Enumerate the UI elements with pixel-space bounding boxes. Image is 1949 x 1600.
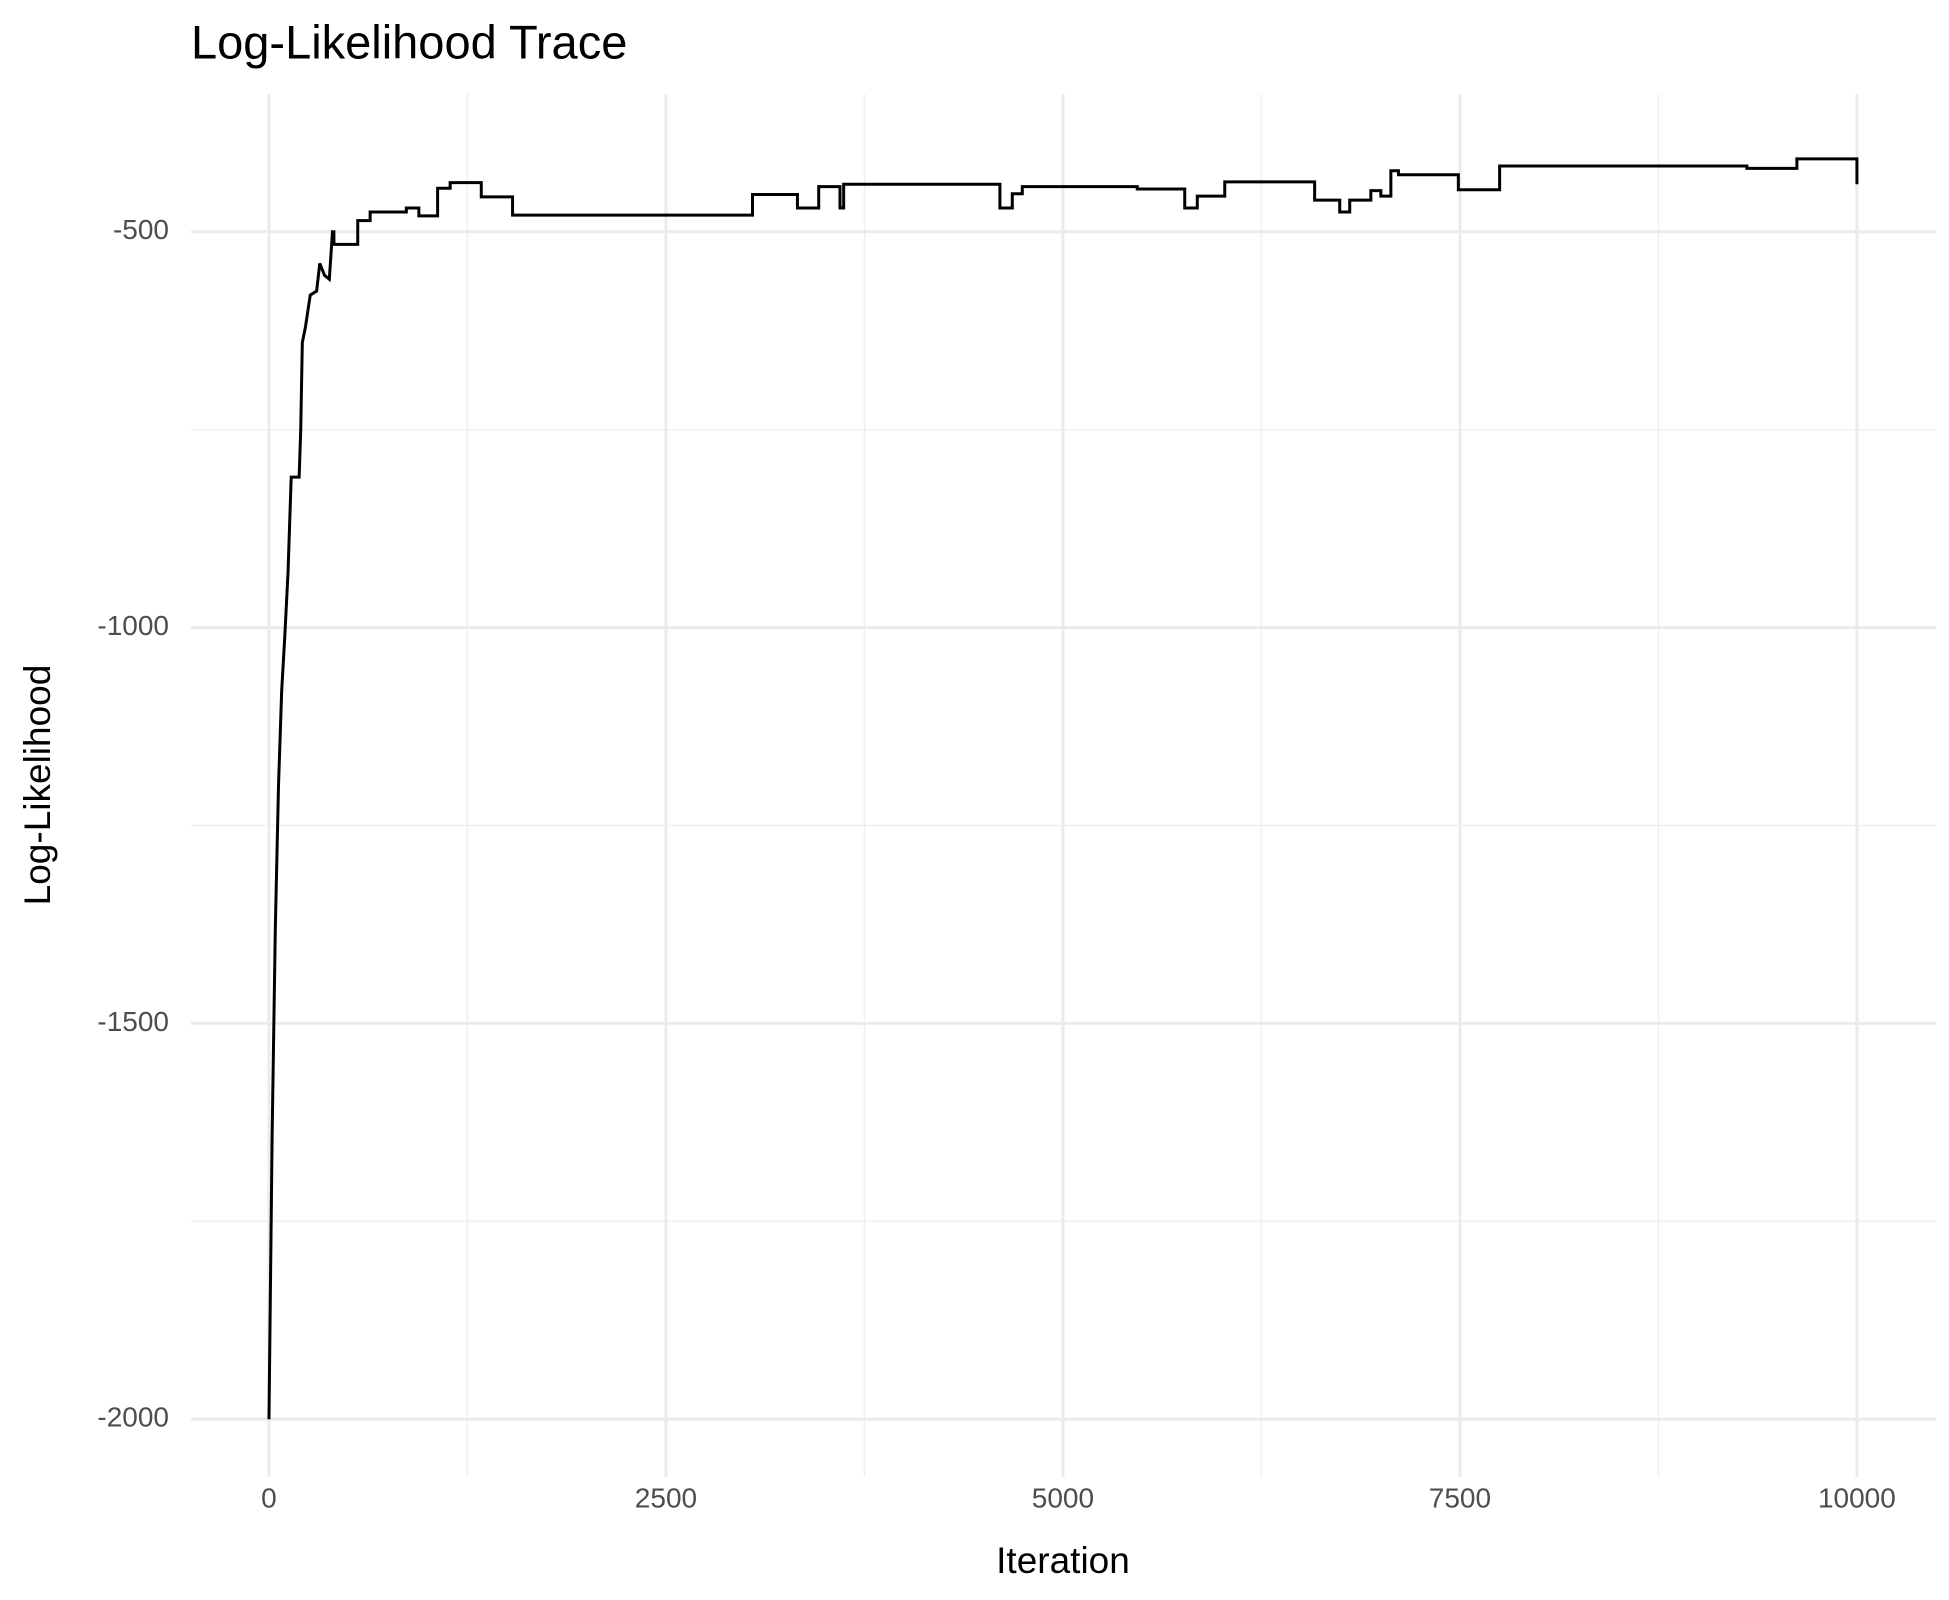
x-tick-label: 2500 (635, 1482, 697, 1513)
chart-title: Log-Likelihood Trace (191, 15, 627, 68)
x-tick-label: 5000 (1032, 1482, 1094, 1513)
grid (191, 94, 1936, 1477)
y-axis-title: Log-Likelihood (17, 665, 58, 906)
y-tick-label: -2000 (97, 1402, 169, 1433)
x-tick-label: 10000 (1818, 1482, 1896, 1513)
y-tick-label: -1500 (97, 1006, 169, 1037)
plot-area (267, 157, 1859, 1420)
x-tick-label: 0 (261, 1482, 277, 1513)
y-tick-label: -1000 (97, 610, 169, 641)
x-axis-title: Iteration (996, 1540, 1130, 1581)
x-tick-label: 7500 (1429, 1482, 1491, 1513)
y-tick-label: -500 (113, 214, 169, 245)
trace-line (267, 157, 1859, 1420)
